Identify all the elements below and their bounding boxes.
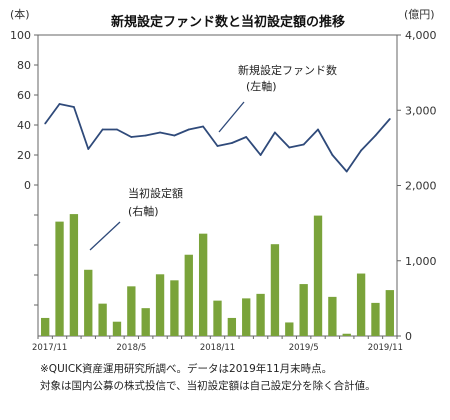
line-point bbox=[317, 128, 319, 131]
annotation-line-series: 新規設定ファンド数 (左軸) bbox=[218, 63, 337, 133]
bar bbox=[328, 296, 337, 336]
bar bbox=[55, 221, 64, 336]
bar bbox=[112, 321, 122, 336]
footnote-scope: 対象は国内公募の株式投信で、当初設定額は自己設定分を除く合計値。 bbox=[40, 380, 376, 392]
annotation-bar-title: 当初設定額 bbox=[128, 186, 183, 200]
right-axis-tick-label: 1,000 bbox=[405, 255, 437, 268]
annotation-line-axis: (左軸) bbox=[246, 79, 277, 93]
bar bbox=[385, 290, 394, 336]
bar bbox=[356, 273, 366, 336]
right-axis-unit: (億円) bbox=[404, 8, 435, 21]
line-point bbox=[116, 128, 118, 131]
bar bbox=[227, 317, 237, 336]
right-axis-tick-label: 3,000 bbox=[405, 104, 437, 117]
line-point bbox=[58, 103, 61, 105]
bar bbox=[285, 322, 294, 336]
x-axis-tick-label: 2019/5 bbox=[289, 343, 319, 353]
left-axis-tick-label: 100 bbox=[10, 29, 31, 42]
x-axis: 2017/11 2018/5 2018/11 2019/5 2019/11 bbox=[32, 336, 403, 353]
line-point bbox=[274, 131, 276, 134]
left-axis-tick-label: 0 bbox=[24, 179, 31, 192]
bar bbox=[198, 233, 208, 336]
line-point bbox=[73, 106, 75, 108]
bar bbox=[127, 286, 136, 336]
footnote-source: ※QUICK資産運用研究所調べ。データは2019年11月末時点。 bbox=[40, 363, 333, 375]
line-series bbox=[44, 103, 391, 173]
line-point bbox=[173, 134, 176, 137]
right-axis: 0 1,000 2,000 3,000 4,000 bbox=[397, 29, 437, 343]
line-point bbox=[230, 142, 233, 144]
bar bbox=[256, 293, 265, 336]
line-point bbox=[144, 134, 147, 137]
x-axis-tick-label: 2018/5 bbox=[116, 343, 146, 353]
left-axis-tick-label: 80 bbox=[17, 59, 31, 72]
line-point bbox=[388, 118, 391, 120]
series-line bbox=[44, 103, 391, 173]
left-axis-tick-label: 20 bbox=[17, 149, 31, 162]
x-axis-tick-label: 2018/11 bbox=[200, 343, 235, 353]
bar bbox=[141, 308, 150, 336]
bar bbox=[242, 298, 251, 336]
chart-title: 新規設定ファンド数と当初設定額の推移 bbox=[111, 14, 345, 30]
line-point bbox=[101, 128, 104, 131]
line-point bbox=[130, 136, 133, 138]
line-point bbox=[245, 136, 248, 138]
right-axis-tick-label: 0 bbox=[405, 330, 412, 343]
x-axis-tick-label: 2019/11 bbox=[368, 343, 403, 353]
bar bbox=[213, 300, 222, 336]
line-point bbox=[259, 154, 262, 156]
annotation-bar-pointer bbox=[89, 221, 121, 251]
bar bbox=[98, 303, 107, 336]
line-point bbox=[216, 145, 219, 147]
bar bbox=[313, 215, 323, 336]
annotation-line-pointer bbox=[218, 101, 245, 133]
annotation-line-title: 新規設定ファンド数 bbox=[238, 63, 337, 77]
line-point bbox=[302, 143, 305, 146]
line-point bbox=[87, 148, 90, 150]
x-axis-tick-label: 2017/11 bbox=[32, 343, 67, 353]
bar bbox=[342, 333, 351, 336]
bar bbox=[299, 284, 308, 336]
left-axis-tick-label: 40 bbox=[17, 119, 31, 132]
bar-series bbox=[41, 214, 394, 336]
left-axis-tick-label: 60 bbox=[17, 89, 31, 102]
left-axis-unit: (本) bbox=[10, 7, 30, 21]
left-axis: 0 20 40 60 80 100 bbox=[10, 29, 38, 306]
line-point bbox=[331, 154, 334, 156]
bar bbox=[184, 254, 193, 336]
bar bbox=[170, 280, 179, 336]
line-point bbox=[360, 149, 362, 152]
annotation-bar-series: 当初設定額 (右軸) bbox=[89, 186, 183, 251]
line-point bbox=[202, 125, 205, 128]
line-point bbox=[288, 146, 291, 149]
bar bbox=[371, 302, 380, 336]
annotation-bar-axis: (右軸) bbox=[128, 204, 159, 218]
bar bbox=[155, 274, 165, 336]
line-point bbox=[345, 170, 348, 173]
bar bbox=[41, 317, 50, 336]
line-point bbox=[187, 128, 190, 131]
line-point bbox=[44, 122, 47, 125]
bar bbox=[69, 214, 79, 336]
bar bbox=[84, 269, 93, 336]
line-point bbox=[159, 131, 161, 134]
right-axis-tick-label: 2,000 bbox=[405, 180, 437, 193]
right-axis-tick-label: 4,000 bbox=[405, 29, 437, 42]
bar bbox=[270, 244, 280, 336]
line-point bbox=[374, 134, 377, 137]
